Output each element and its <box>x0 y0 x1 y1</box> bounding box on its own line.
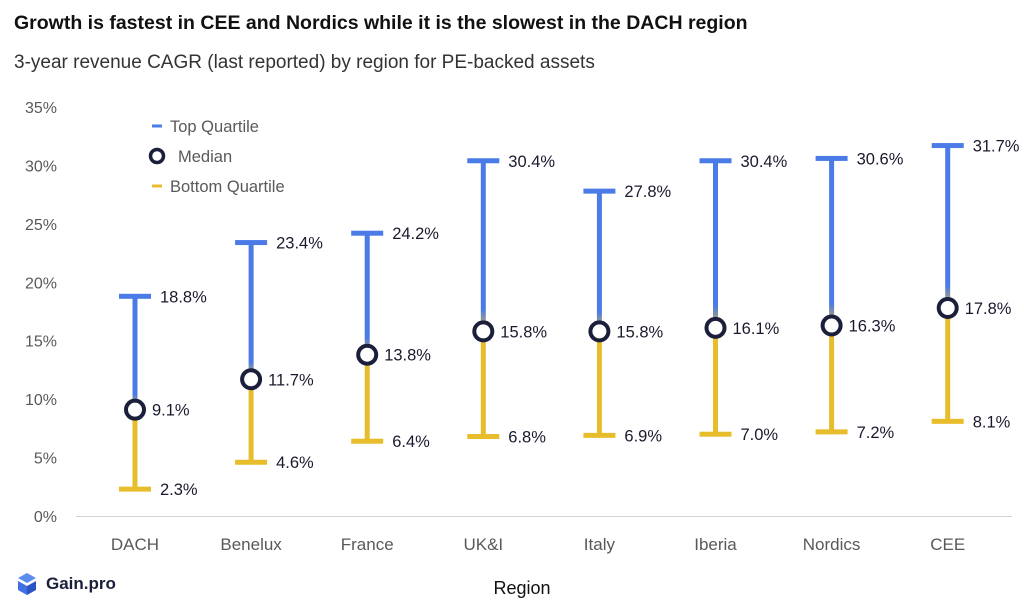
legend-top-quartile-label: Top Quartile <box>170 118 259 136</box>
bottom-quartile-cap <box>119 486 151 492</box>
y-tick-label: 15% <box>25 334 57 351</box>
median-label: 9.1% <box>152 402 190 420</box>
median-label: 15.8% <box>616 323 663 341</box>
bottom-quartile-cap <box>351 438 384 444</box>
bottom-quartile-label: 6.9% <box>624 427 662 445</box>
median-point <box>240 368 263 391</box>
range-whisker <box>829 158 835 432</box>
y-tick-label: 25% <box>25 217 57 234</box>
brand-logo: Gain.pro <box>14 571 116 597</box>
bottom-quartile-cap <box>467 434 500 440</box>
median-point <box>820 314 843 337</box>
top-quartile-cap <box>699 158 732 164</box>
median-label: 11.7% <box>268 371 314 389</box>
median-point <box>472 320 495 343</box>
median-point <box>356 343 379 366</box>
bottom-quartile-cap <box>583 432 616 438</box>
x-tick-label: Benelux <box>220 535 282 554</box>
range-whisker <box>132 296 138 490</box>
range-whisker <box>945 145 951 422</box>
top-quartile-label: 24.2% <box>392 225 439 243</box>
y-tick-label: 30% <box>25 158 57 175</box>
top-quartile-label: 18.8% <box>160 288 207 306</box>
top-quartile-label: 30.4% <box>508 153 555 171</box>
median-point <box>588 320 611 343</box>
legend-median-label: Median <box>178 148 232 166</box>
top-quartile-cap <box>815 155 848 161</box>
median-point <box>936 296 959 319</box>
legend-bottom-quartile-label: Bottom Quartile <box>170 178 285 196</box>
bottom-quartile-label: 6.4% <box>392 433 430 451</box>
y-tick-label: 0% <box>34 509 57 526</box>
top-quartile-cap <box>351 230 384 236</box>
top-quartile-label: 30.4% <box>741 153 788 171</box>
x-tick-label: Italy <box>584 535 616 554</box>
y-tick-label: 20% <box>25 275 57 292</box>
bottom-quartile-label: 4.6% <box>276 454 314 472</box>
top-quartile-cap <box>467 158 500 164</box>
y-tick-label: 35% <box>25 100 57 117</box>
chart-subtitle: 3-year revenue CAGR (last reported) by r… <box>14 52 595 73</box>
bottom-quartile-label: 2.3% <box>160 481 198 499</box>
median-label: 15.8% <box>500 323 547 341</box>
x-tick-label: Iberia <box>694 535 737 554</box>
bottom-quartile-label: 7.0% <box>741 426 779 444</box>
top-quartile-cap <box>583 188 616 194</box>
chart-title: Growth is fastest in CEE and Nordics whi… <box>14 12 748 34</box>
top-quartile-label: 30.6% <box>857 150 904 168</box>
median-label: 16.1% <box>733 320 780 338</box>
bottom-quartile-cap <box>699 431 732 437</box>
bottom-quartile-label: 7.2% <box>857 424 895 442</box>
bottom-quartile-cap <box>931 418 964 424</box>
top-quartile-cap <box>235 240 268 246</box>
median-label: 16.3% <box>849 318 896 336</box>
x-tick-label: Nordics <box>803 535 861 554</box>
y-tick-label: 10% <box>25 392 57 409</box>
median-label: 17.8% <box>965 300 1012 318</box>
brand-name: Gain.pro <box>46 574 116 593</box>
range-whisker <box>364 233 370 442</box>
x-tick-label: CEE <box>930 535 965 554</box>
bottom-quartile-label: 6.8% <box>508 429 546 447</box>
range-whisker <box>596 191 602 436</box>
x-tick-label: UK&I <box>463 535 503 554</box>
x-tick-label: France <box>341 535 394 554</box>
bottom-quartile-cap <box>235 459 268 465</box>
gain-logo-icon <box>18 573 36 595</box>
legend-median-swatch <box>148 147 166 165</box>
top-quartile-label: 23.4% <box>276 235 323 253</box>
top-quartile-label: 31.7% <box>973 138 1020 156</box>
range-whisker <box>480 160 486 437</box>
range-whisker <box>713 160 718 435</box>
top-quartile-cap <box>931 143 964 149</box>
x-axis-title: Region <box>493 578 551 598</box>
bottom-quartile-label: 8.1% <box>973 413 1011 431</box>
bottom-quartile-cap <box>815 429 848 435</box>
range-whisker <box>248 242 254 463</box>
top-quartile-cap <box>119 293 151 299</box>
median-label: 13.8% <box>384 347 431 365</box>
x-tick-label: DACH <box>111 535 159 554</box>
top-quartile-label: 27.8% <box>624 183 671 201</box>
median-point <box>124 398 146 421</box>
y-tick-label: 5% <box>34 451 57 468</box>
median-point <box>704 316 727 339</box>
